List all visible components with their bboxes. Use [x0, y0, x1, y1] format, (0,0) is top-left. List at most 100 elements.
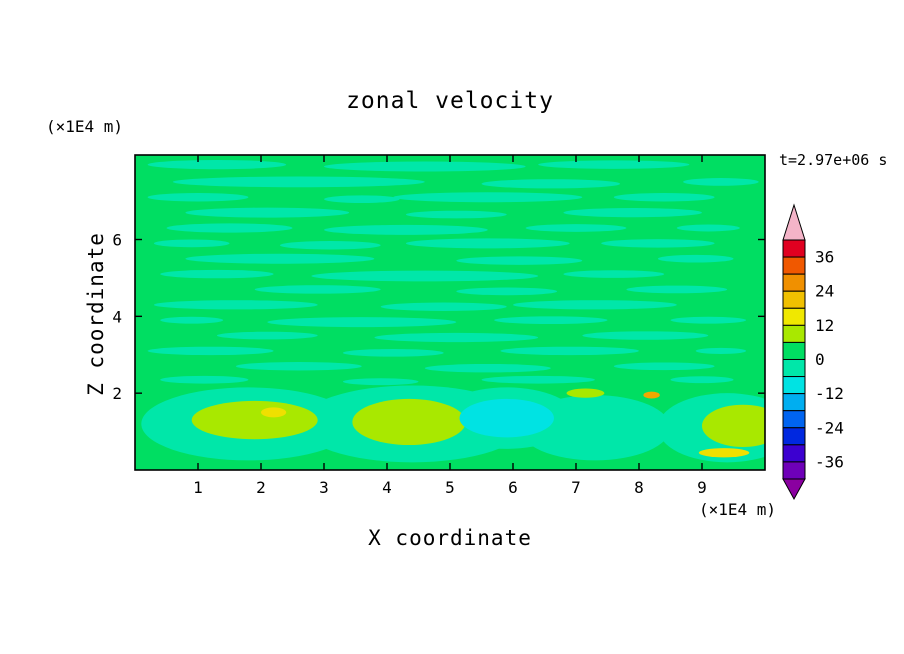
- velocity-streak: [626, 285, 728, 294]
- colorbar-tick-label: 24: [815, 282, 834, 301]
- velocity-streak: [670, 316, 747, 324]
- colorbar-segment: [782, 307, 806, 326]
- velocity-streak: [160, 269, 274, 279]
- velocity-streak: [380, 302, 507, 311]
- colorbar-segment: [782, 427, 806, 446]
- colorbar-segment: [782, 290, 806, 309]
- colorbar-tick-label: -36: [815, 452, 844, 471]
- velocity-streak: [424, 363, 551, 373]
- colorbar-tick-label: -12: [815, 384, 844, 403]
- velocity-streak: [676, 224, 740, 232]
- colorbar-segment: [782, 376, 806, 395]
- x-axis-title: X coordinate: [368, 526, 532, 550]
- velocity-feature: [459, 398, 554, 438]
- velocity-feature: [191, 400, 318, 440]
- velocity-streak: [563, 208, 702, 218]
- colorbar-under-arrow: [782, 478, 806, 501]
- velocity-streak: [147, 159, 287, 170]
- x-tick-label: 6: [508, 478, 518, 497]
- velocity-streak: [185, 253, 375, 264]
- velocity-streak: [153, 300, 318, 310]
- velocity-streak: [324, 195, 400, 204]
- colorbar: 36 24 12 0 -12 -24 -36: [782, 203, 844, 501]
- velocity-streak: [525, 224, 627, 232]
- velocity-streak: [538, 160, 690, 169]
- velocity-streak: [494, 316, 608, 325]
- velocity-streak: [153, 239, 230, 248]
- x-tick-label: 7: [571, 478, 581, 497]
- velocity-streak: [670, 376, 734, 384]
- velocity-streak: [374, 332, 539, 343]
- velocity-streak: [311, 270, 539, 282]
- velocity-feature: [352, 398, 466, 446]
- x-tick-label: 2: [256, 478, 266, 497]
- y-tick-label: 2: [112, 384, 122, 403]
- x-tick-label: 9: [697, 478, 707, 497]
- x-tick-label: 4: [382, 478, 392, 497]
- velocity-feature: [698, 448, 750, 458]
- velocity-streak: [172, 176, 425, 188]
- velocity-feature: [519, 395, 671, 461]
- velocity-feature: [566, 388, 605, 398]
- colorbar-segment: [782, 256, 806, 275]
- velocity-streak: [160, 316, 224, 324]
- colorbar-tick-label: 0: [815, 350, 825, 369]
- velocity-streak: [563, 270, 665, 278]
- time-annotation: t=2.97e+06 s: [779, 151, 888, 169]
- colorbar-segment: [782, 273, 806, 292]
- colorbar-segment: [782, 444, 806, 463]
- velocity-feature: [702, 404, 765, 447]
- velocity-feature: [643, 391, 660, 399]
- y-tick-label: 4: [112, 307, 122, 326]
- y-axis-unit-label: (×1E4 m): [46, 117, 124, 136]
- velocity-streak: [393, 192, 583, 203]
- velocity-feature: [261, 407, 287, 418]
- x-tick-label: 5: [445, 478, 455, 497]
- colorbar-tick-label: 36: [815, 248, 834, 267]
- contour-field: [135, 155, 765, 470]
- velocity-streak: [500, 346, 639, 356]
- velocity-streak: [657, 254, 734, 263]
- velocity-streak: [279, 241, 381, 250]
- velocity-streak: [456, 287, 558, 296]
- velocity-streak: [405, 210, 507, 219]
- velocity-streak: [185, 207, 350, 218]
- y-axis-title: Z coordinate: [84, 232, 108, 396]
- velocity-streak: [342, 378, 419, 386]
- velocity-streak: [147, 193, 249, 202]
- colorbar-segment: [782, 410, 806, 429]
- velocity-streak: [683, 178, 759, 186]
- x-tick-label: 3: [319, 478, 329, 497]
- velocity-streak: [481, 375, 595, 384]
- x-axis-unit-label: (×1E4 m): [698, 500, 776, 519]
- velocity-streak: [324, 224, 488, 235]
- velocity-streak: [513, 300, 677, 310]
- velocity-streak: [324, 161, 526, 172]
- colorbar-segment: [782, 341, 806, 360]
- velocity-streak: [582, 331, 709, 340]
- velocity-streak: [147, 346, 274, 356]
- velocity-streak: [613, 193, 715, 202]
- velocity-streak: [456, 256, 583, 265]
- velocity-streak: [267, 317, 457, 328]
- velocity-streak: [235, 362, 362, 371]
- colorbar-tick-label: -24: [815, 418, 844, 437]
- velocity-streak: [166, 223, 293, 233]
- colorbar-segment: [782, 239, 806, 258]
- velocity-streak: [481, 179, 621, 189]
- velocity-streak: [405, 238, 570, 249]
- velocity-streak: [342, 348, 444, 357]
- velocity-streak: [254, 285, 381, 294]
- colorbar-tick-label: 12: [815, 316, 834, 335]
- colorbar-over-arrow: [782, 203, 806, 241]
- x-tick-label: 1: [193, 478, 203, 497]
- colorbar-segment: [782, 324, 806, 343]
- x-tick-label: 8: [634, 478, 644, 497]
- velocity-streak: [160, 375, 249, 384]
- velocity-streak: [601, 239, 715, 248]
- velocity-streak: [216, 331, 318, 340]
- colorbar-segment: [782, 393, 806, 412]
- colorbar-segment: [782, 358, 806, 378]
